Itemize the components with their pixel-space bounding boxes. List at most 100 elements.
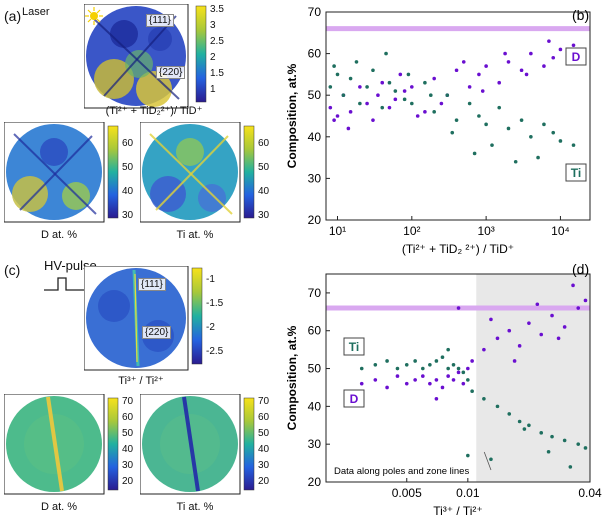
panel-c-ti-map [140,394,255,495]
cb-tick: -2.5 [206,346,224,357]
data-point-ti [395,366,400,371]
data-point-ti [393,89,398,93]
data-point-d [454,68,459,73]
data-point-d [539,332,544,337]
data-point-ti [423,80,427,85]
cb-tick: 60 [122,138,134,149]
data-point-d [507,328,512,333]
data-point-ti [477,114,481,118]
data-point-ti [466,378,470,382]
data-point-ti [490,143,494,147]
data-point-ti [495,404,500,409]
data-point-ti [527,423,531,428]
y-tick-label: 60 [308,47,322,61]
panel-c-ratio-map [84,266,203,371]
c-ti-colorbar [243,397,255,491]
data-point-ti [583,446,588,450]
data-point-d [371,118,375,122]
y-axis-label: Composition, at.% [285,325,299,430]
c-ratio-colorbar-ticks: -1 -1.5 -2 -2.5 [206,268,223,364]
cb-tick: 1 [210,84,216,95]
legend-label-d: D [572,50,581,64]
data-point-d [576,306,581,310]
data-point-ti [385,359,389,363]
cb-tick: 60 [122,412,134,423]
data-point-d [512,359,517,363]
legend-badge-ti [565,163,587,182]
data-point-d [562,325,567,329]
data-point-d [428,381,432,386]
pole-111-label: {111} [146,14,174,27]
data-point-ti [358,101,362,106]
data-point-d [385,385,389,390]
data-point-d [571,43,576,48]
data-point-d [387,105,392,110]
data-point-ti [451,362,456,367]
data-point-ti [410,101,414,106]
x-tick-label: 0.005 [392,486,422,500]
ti-colorbar [243,125,255,219]
c-ratio-map-caption: Ti³⁺ / Ti²⁺ [118,375,164,387]
data-point-ti [428,93,433,97]
data-point-ti [576,442,581,446]
data-point-d [517,344,522,348]
y-tick-label: 40 [308,130,322,144]
data-point-d [373,378,378,382]
data-point-ti [456,366,461,371]
panel-label: (b) [572,7,589,23]
x-axis-label: (Ti²⁺ + TiD₂ ²⁺) / TiD⁺ [402,242,514,256]
cb-tick: 1.5 [210,68,224,79]
data-point-d [335,114,340,118]
c-d-map-caption: D at. % [40,501,78,513]
data-point-ti [519,118,524,122]
cb-tick: -1 [206,274,215,285]
data-point-d [547,39,551,43]
data-point-d [542,64,546,68]
data-point-ti [550,434,554,439]
cb-tick: 30 [122,460,134,471]
cb-tick: 3.5 [210,4,224,15]
data-point-d [484,64,488,68]
data-point-ti [445,93,450,97]
cb-tick: 30 [122,210,134,221]
y-tick-label: 20 [308,213,322,227]
data-point-ti [558,139,563,143]
ratio-map-caption: (Ti²⁺ + TiD₂²⁺)/ TiD⁺ [105,105,203,117]
cb-tick: 20 [122,476,134,487]
annotation-arrow [483,451,492,471]
cb-tick: 50 [258,428,270,439]
data-point-ti [536,155,540,160]
cb-tick: 70 [122,396,134,407]
ratio-colorbar [195,5,207,103]
data-point-d [440,385,445,390]
data-point-ti [348,76,353,81]
data-point-d [527,321,531,325]
data-point-d [423,110,427,114]
panel-c-label: (c) [4,262,21,278]
cb-tick: 50 [122,162,134,173]
cb-tick: 50 [122,428,134,439]
data-point-d [395,374,400,378]
panel-a-d-map [4,122,119,223]
c-pole-220-label: {220} [142,326,172,339]
data-point-d [519,68,524,73]
data-point-d [470,359,474,363]
data-point-d [497,80,502,85]
cb-tick: 20 [258,476,270,487]
data-point-ti [454,118,459,122]
data-point-d [583,298,588,303]
data-point-d [328,105,333,110]
data-point-d [421,374,425,378]
panel-label: (d) [572,262,589,277]
data-point-d [434,378,439,382]
data-point-ti [542,122,546,127]
d-map-caption: D at. % [40,229,78,241]
panel-a-label: (a) [4,8,22,24]
data-point-d [535,302,540,307]
y-tick-label: 20 [308,475,322,489]
data-point-d [524,72,529,77]
legend-badge-ti [343,337,365,356]
data-point-d [432,76,436,81]
x-tick-label: 10³ [477,224,494,238]
data-point-d [410,85,414,89]
